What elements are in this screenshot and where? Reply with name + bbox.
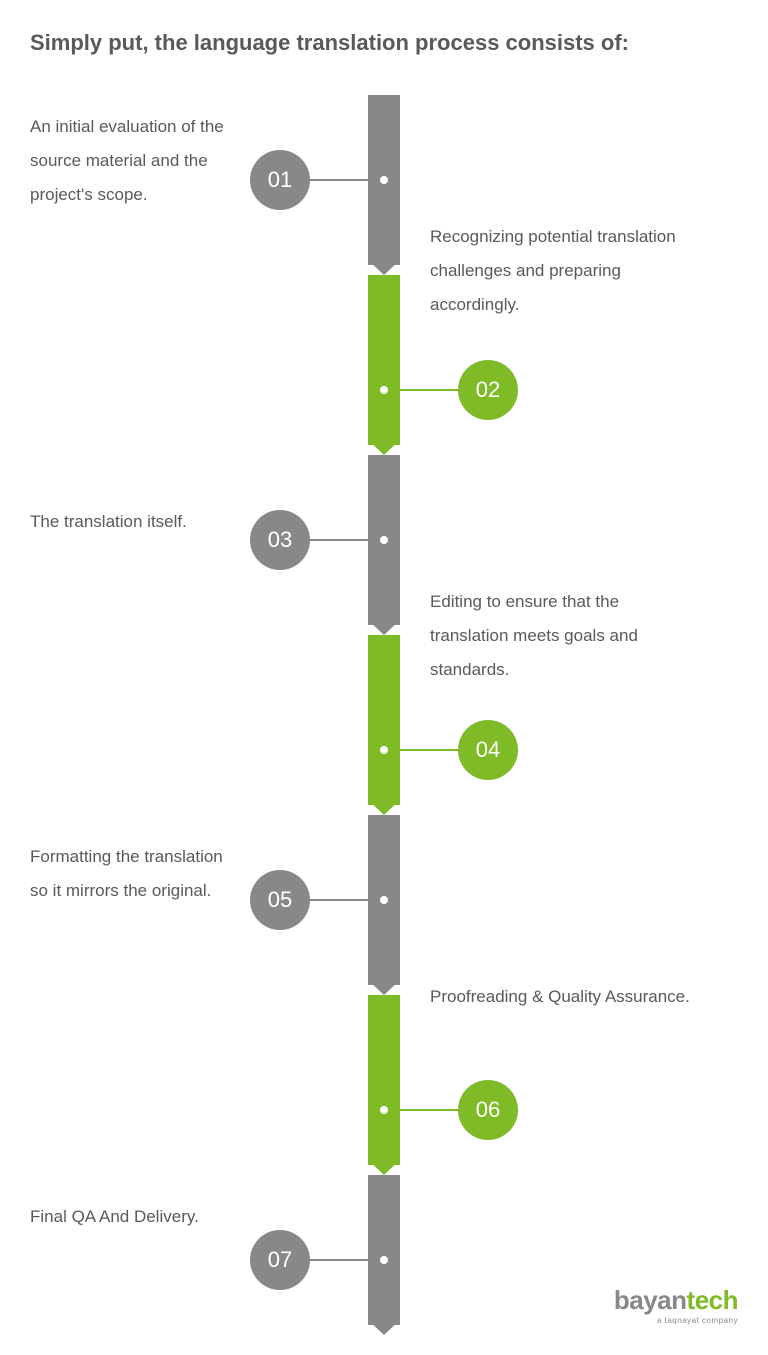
step-node-1: 01 xyxy=(250,150,310,210)
connector-3 xyxy=(308,539,368,541)
timeline-dot-1 xyxy=(380,176,388,184)
step-number: 01 xyxy=(268,167,292,193)
timeline-dot-3 xyxy=(380,536,388,544)
step-node-4: 04 xyxy=(458,720,518,780)
step-text-4: Editing to ensure that the translation m… xyxy=(430,585,690,687)
logo-subtitle: a taqnayat company xyxy=(614,1316,738,1325)
step-node-7: 07 xyxy=(250,1230,310,1290)
page-title: Simply put, the language translation pro… xyxy=(0,0,768,56)
step-number: 07 xyxy=(268,1247,292,1273)
segment-2 xyxy=(368,275,400,445)
step-number: 05 xyxy=(268,887,292,913)
connector-5 xyxy=(308,899,368,901)
timeline-track xyxy=(368,95,400,1325)
segment-7 xyxy=(368,1175,400,1325)
brand-logo: bayantech a taqnayat company xyxy=(614,1285,738,1325)
connector-7 xyxy=(308,1259,368,1261)
connector-4 xyxy=(400,749,460,751)
connector-2 xyxy=(400,389,460,391)
step-text-2: Recognizing potential translation challe… xyxy=(430,220,690,322)
connector-1 xyxy=(308,179,368,181)
segment-4 xyxy=(368,635,400,805)
timeline-dot-5 xyxy=(380,896,388,904)
timeline-dot-2 xyxy=(380,386,388,394)
step-number: 02 xyxy=(476,377,500,403)
connector-6 xyxy=(400,1109,460,1111)
step-text-6: Proofreading & Quality Assurance. xyxy=(430,980,690,1014)
logo-main: bayantech xyxy=(614,1285,738,1316)
step-node-6: 06 xyxy=(458,1080,518,1140)
timeline-dot-4 xyxy=(380,746,388,754)
timeline-dot-6 xyxy=(380,1106,388,1114)
logo-part1: bayan xyxy=(614,1285,687,1315)
step-node-5: 05 xyxy=(250,870,310,930)
logo-part2: tech xyxy=(687,1285,738,1315)
segment-6 xyxy=(368,995,400,1165)
step-text-1: An initial evaluation of the source mate… xyxy=(30,110,230,212)
step-text-5: Formatting the translation so it mirrors… xyxy=(30,840,230,908)
step-node-2: 02 xyxy=(458,360,518,420)
step-number: 06 xyxy=(476,1097,500,1123)
step-text-3: The translation itself. xyxy=(30,505,230,539)
timeline-dot-7 xyxy=(380,1256,388,1264)
step-node-3: 03 xyxy=(250,510,310,570)
step-number: 03 xyxy=(268,527,292,553)
step-text-7: Final QA And Delivery. xyxy=(30,1200,230,1234)
step-number: 04 xyxy=(476,737,500,763)
